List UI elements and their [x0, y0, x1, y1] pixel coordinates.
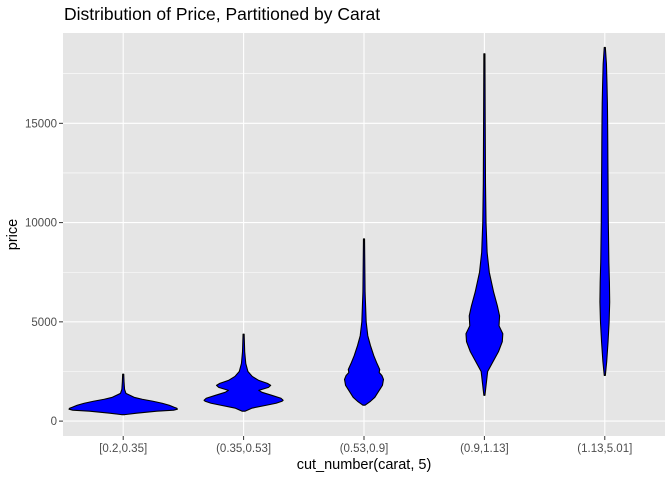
y-tick-label: 15000: [25, 118, 57, 130]
y-tick-label: 0: [51, 416, 57, 428]
violin-layer: [68, 46, 611, 416]
x-tick-label: (0.53,0.9]: [340, 443, 389, 455]
x-tick-label: (1.13,5.01]: [577, 443, 632, 455]
x-tick-label: [0.2,0.35]: [99, 443, 147, 455]
violin-1: [68, 373, 178, 416]
x-axis-title: cut_number(carat, 5): [297, 457, 432, 473]
y-axis-ticks: 0 5000 10000 15000: [25, 118, 63, 428]
violin-3: [343, 238, 385, 406]
y-tick-label: 10000: [25, 218, 57, 230]
y-tick-label: 5000: [31, 317, 57, 329]
violin-4: [465, 53, 504, 396]
x-axis-ticks: [0.2,0.35] (0.35,0.53] (0.53,0.9] (0.9,1.13…: [99, 436, 632, 455]
y-axis-title: price: [5, 219, 21, 250]
x-tick-label: (0.35,0.53]: [216, 443, 271, 455]
violin-5: [599, 46, 611, 376]
chart-title: Distribution of Price, Partitioned by Ca…: [64, 4, 380, 24]
violin-2: [203, 333, 284, 412]
x-tick-label: (0.9,1.13]: [460, 443, 509, 455]
